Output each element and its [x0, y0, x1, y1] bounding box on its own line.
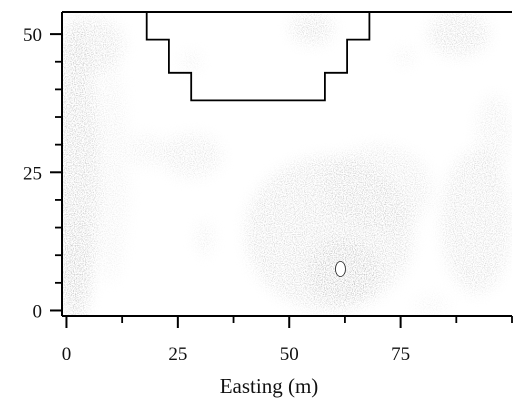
density-region [195, 222, 214, 256]
x-tick-label: 0 [62, 344, 72, 365]
x-axis-label: Easting (m) [220, 374, 319, 398]
x-tick-label: 25 [168, 344, 187, 365]
density-region [289, 12, 334, 46]
density-region [182, 50, 201, 73]
density-region [128, 133, 165, 167]
density-region [62, 216, 94, 316]
y-tick-label: 50 [23, 25, 42, 46]
density-region [324, 144, 432, 234]
density-region [427, 12, 490, 57]
density-region [396, 47, 414, 65]
density-region [476, 94, 512, 173]
density-region [160, 133, 223, 178]
y-tick-label: 0 [33, 301, 43, 322]
axes: 0 25 50 75 0 25 50 [23, 11, 513, 365]
x-tick-label: 50 [280, 344, 299, 365]
density-region [413, 293, 450, 316]
x-tick-label: 75 [391, 344, 410, 365]
density-region [93, 61, 129, 283]
outline-polygon [145, 12, 371, 102]
density-blur-group [62, 12, 512, 316]
density-grain-group [62, 12, 512, 316]
location-marker [335, 261, 346, 277]
density-layer [62, 12, 512, 316]
y-tick-label: 25 [23, 163, 42, 184]
density-region [440, 150, 512, 294]
density-region [62, 17, 125, 73]
